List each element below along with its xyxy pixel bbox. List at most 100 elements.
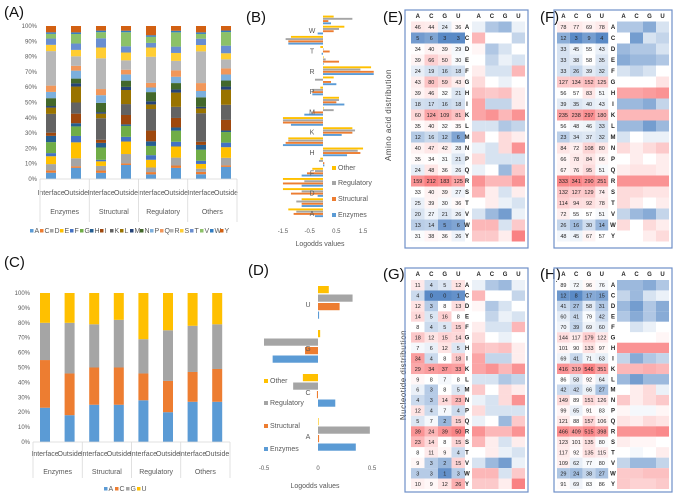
count-value: 398 xyxy=(597,430,606,436)
bar-segment-F xyxy=(171,141,181,147)
bar-other-U xyxy=(318,286,329,294)
count-cell xyxy=(595,197,609,209)
count-cell xyxy=(557,426,570,437)
heatmap-frame xyxy=(404,267,529,493)
bar-segment-T xyxy=(196,38,206,46)
bar-structural-Y xyxy=(323,20,329,23)
count-cell xyxy=(569,280,583,291)
bar-structural-S xyxy=(323,60,340,63)
count-cell xyxy=(411,109,425,121)
heatmap-cell xyxy=(472,120,486,132)
bar-segment-Y xyxy=(146,26,156,36)
count-value: 79 xyxy=(586,315,592,321)
heatmap-cell xyxy=(498,436,512,448)
bar-regulatory-C xyxy=(296,200,323,203)
count-cell xyxy=(582,54,596,66)
count-cell xyxy=(569,186,583,198)
column-header: C xyxy=(429,14,434,20)
count-value: 351 xyxy=(597,367,606,373)
count-cell xyxy=(595,153,609,165)
heatmap-cell xyxy=(656,363,669,375)
bar-structural-H xyxy=(323,152,361,154)
bar-segment-T xyxy=(46,38,56,45)
bar-segment-G xyxy=(138,339,149,374)
count-cell xyxy=(411,98,425,110)
bar-segment-U xyxy=(187,293,198,326)
category-label: Outside xyxy=(214,190,238,197)
heatmap-cell xyxy=(485,415,499,427)
count-value: 40 xyxy=(415,146,421,152)
count-value: 50 xyxy=(455,430,461,436)
count-cell xyxy=(557,219,570,231)
bar-segment-L xyxy=(221,89,231,105)
count-value: 24 xyxy=(573,471,579,477)
legend-label: S xyxy=(185,228,190,235)
column-header: G xyxy=(503,272,508,278)
heatmap-cell xyxy=(656,219,669,231)
heatmap-cell xyxy=(472,186,486,198)
legend-label: Enzymes xyxy=(270,446,299,453)
row-label: F xyxy=(465,325,469,331)
heatmap-cell xyxy=(485,332,499,343)
count-cell xyxy=(595,21,609,33)
heatmap-cell xyxy=(656,197,669,209)
legend-swatch-structural xyxy=(264,424,268,428)
count-value: 57 xyxy=(586,212,592,218)
count-cell xyxy=(595,342,609,354)
count-cell xyxy=(438,219,452,231)
bar-segment-W xyxy=(96,30,106,33)
column-header: C xyxy=(574,14,579,20)
count-value: 6 xyxy=(457,223,460,229)
heatmap-cell xyxy=(472,98,486,110)
count-cell xyxy=(438,447,452,458)
row-label: D xyxy=(465,304,470,310)
bar-structural-G xyxy=(305,347,318,355)
category-label: Interface xyxy=(137,190,164,197)
heatmap-cell xyxy=(511,87,525,99)
count-value: 20 xyxy=(415,212,421,218)
count-value: 43 xyxy=(455,80,461,86)
count-cell xyxy=(424,21,438,33)
heatmap-cell xyxy=(643,300,656,312)
count-value: 4 xyxy=(600,36,603,42)
count-cell xyxy=(557,109,570,121)
count-cell xyxy=(595,300,609,312)
bar-segment-A xyxy=(71,167,81,179)
heatmap-cell xyxy=(630,353,643,364)
heatmap-cell xyxy=(498,197,512,209)
count-cell xyxy=(424,219,438,231)
count-value: 33 xyxy=(560,69,566,75)
count-cell xyxy=(595,98,609,110)
heatmap-cell xyxy=(617,120,630,132)
row-label: Y xyxy=(611,234,615,240)
count-value: 58 xyxy=(586,304,592,310)
count-cell xyxy=(438,131,452,143)
bar-structural-M xyxy=(312,111,323,114)
count-value: 4 xyxy=(430,409,433,415)
bar-segment-K xyxy=(221,104,231,120)
heatmap-cell xyxy=(643,363,656,375)
heatmap-cell xyxy=(511,363,525,375)
legend-label: F xyxy=(75,228,79,235)
heatmap-cell xyxy=(511,311,525,322)
count-value: 76 xyxy=(573,168,579,174)
bar-other-H xyxy=(323,147,364,150)
count-cell xyxy=(569,342,583,354)
group-label: Others xyxy=(195,469,217,476)
heatmap-cell xyxy=(643,321,656,333)
bar-segment-C xyxy=(40,360,50,408)
bar-segment-L xyxy=(171,92,181,107)
heatmap-cell xyxy=(630,300,643,312)
bar-other-W xyxy=(323,25,345,28)
bar-other-G xyxy=(320,157,323,160)
count-value: 77 xyxy=(573,25,579,31)
count-value: 2 xyxy=(443,419,446,425)
bar-segment-R xyxy=(96,58,106,90)
heatmap-cell xyxy=(656,21,669,33)
count-cell xyxy=(569,230,583,242)
count-cell xyxy=(451,342,465,354)
count-cell xyxy=(438,457,452,469)
legend-label: W xyxy=(215,228,222,235)
legend-swatch-regulatory xyxy=(264,401,268,405)
panel-label: (B) xyxy=(246,9,266,26)
